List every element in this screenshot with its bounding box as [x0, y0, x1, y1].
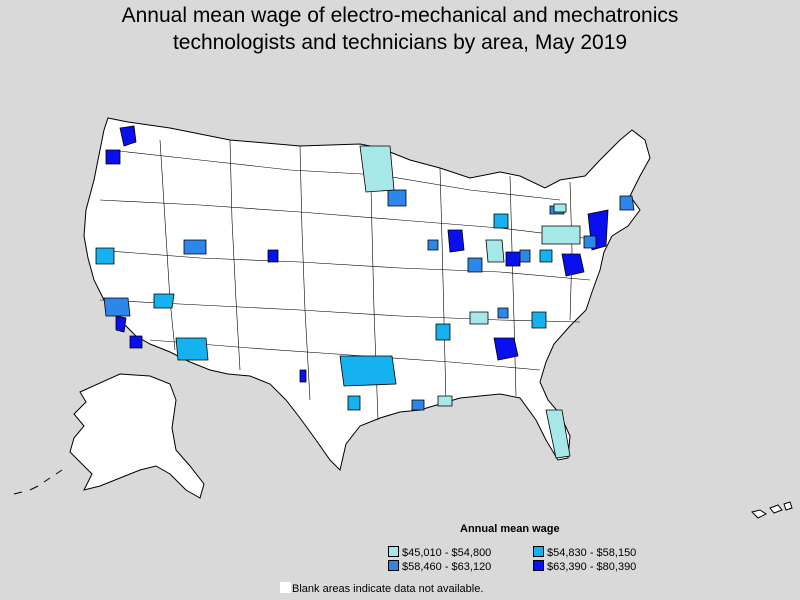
area-indy	[467, 257, 483, 273]
area-ohio2	[485, 239, 505, 263]
wage-areas	[95, 125, 635, 459]
area-al	[437, 395, 453, 407]
contiguous-us	[83, 117, 651, 471]
area-dc	[561, 253, 585, 277]
area-fl	[545, 409, 571, 459]
area-wi	[427, 239, 439, 251]
legend-item-4: $63,390 - $80,390	[533, 560, 636, 573]
area-atlanta	[493, 337, 519, 361]
legend-label-4: $63,390 - $80,390	[547, 561, 637, 573]
area-ohio	[519, 249, 531, 263]
area-sf	[103, 297, 131, 317]
blank-areas-note: Blank areas indicate data not available.	[280, 582, 483, 595]
area-ny2	[553, 203, 567, 213]
title-line-1: Annual mean wage of electro-mechanical a…	[121, 4, 679, 27]
area-nd	[359, 145, 395, 193]
area-la	[411, 399, 425, 411]
area-sanjose	[115, 315, 127, 333]
legend-label-2: $54,830 - $58,150	[547, 547, 637, 559]
title-line-2: technologists and technicians by area, M…	[172, 31, 628, 54]
area-philly	[583, 235, 597, 249]
legend-item-1: $45,010 - $54,800	[388, 546, 491, 559]
blank-note-text: Blank areas indicate data not available.	[292, 583, 484, 595]
legend-swatch-4	[533, 560, 544, 571]
area-san-antonio	[347, 395, 361, 411]
area-boston	[619, 195, 635, 211]
area-salt-lake	[267, 249, 279, 263]
area-tn	[497, 307, 509, 319]
alaska-islands	[13, 469, 63, 495]
area-nc	[531, 311, 547, 329]
area-denver	[183, 239, 207, 255]
area-portland	[105, 149, 121, 165]
legend-item-3: $58,460 - $63,120	[388, 560, 491, 573]
area-ok	[435, 323, 451, 341]
area-sandiego	[129, 335, 143, 349]
legend-title: Annual mean wage	[460, 523, 560, 535]
hawaii	[751, 501, 793, 519]
blank-swatch	[280, 582, 291, 593]
area-seattle	[119, 125, 137, 147]
legend-label-3: $58,460 - $63,120	[402, 561, 492, 573]
area-sacramento	[95, 247, 115, 265]
area-pa2	[541, 225, 581, 245]
legend-item-2: $54,830 - $58,150	[533, 546, 636, 559]
area-nm	[299, 369, 307, 383]
area-phoenix	[175, 337, 209, 361]
area-chicago	[447, 229, 465, 253]
legend-swatch-1	[388, 546, 399, 557]
area-ky	[469, 311, 489, 325]
map-title: Annual mean wage of electro-mechanical a…	[0, 0, 800, 56]
legend-swatch-3	[388, 560, 399, 571]
area-mi2	[493, 213, 509, 229]
alaska	[69, 373, 205, 499]
legend-label-1: $45,010 - $54,800	[402, 547, 492, 559]
area-reno	[153, 293, 175, 309]
legend-swatch-2	[533, 546, 544, 557]
area-pa	[539, 249, 553, 263]
area-cincinnati	[505, 251, 521, 267]
area-texas	[339, 355, 397, 387]
area-minneapolis	[387, 189, 407, 207]
